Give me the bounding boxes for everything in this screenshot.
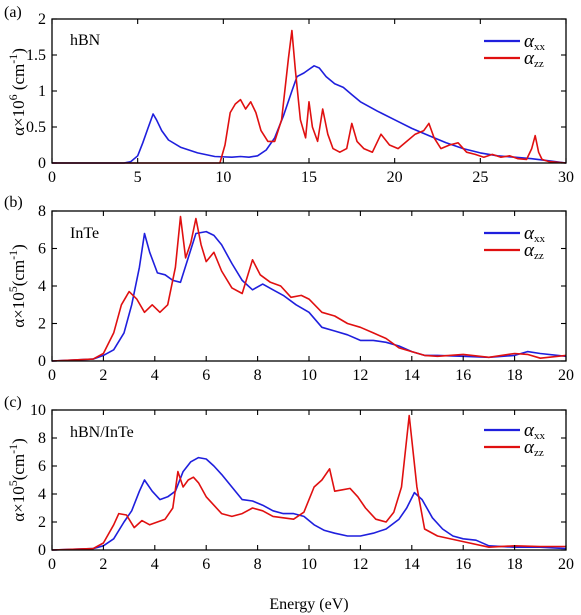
y-tick-label: 0 <box>38 155 46 172</box>
x-tick-label: 0 <box>48 367 56 384</box>
x-tick-label: 18 <box>507 367 523 384</box>
legend-label-zz: αzz <box>524 240 544 262</box>
x-tick-label: 6 <box>202 556 210 573</box>
y-tick-label: 8 <box>38 430 46 447</box>
x-tick-label: 30 <box>558 169 574 186</box>
x-tick-label: 10 <box>301 367 317 384</box>
series-line-zz <box>51 414 566 551</box>
x-tick-label: 0 <box>48 556 56 573</box>
x-tick-label: 8 <box>254 556 262 573</box>
y-tick-label: 1.5 <box>26 47 46 64</box>
y-tick-label: 0.5 <box>26 119 46 136</box>
panel-hbn: 0 5 10 15 20 25 30 0 0.5 1 1.5 2 (a) hBN α×106 (cm-1) α… <box>4 4 574 186</box>
x-tick-label: 20 <box>387 169 403 186</box>
x-tick-label: 5 <box>134 169 142 186</box>
y-tick-label: 0 <box>38 353 46 370</box>
legend-label-zz: αzz <box>524 437 544 459</box>
x-tick-label: 8 <box>254 367 262 384</box>
panel-inte: 0 2 4 6 8 10 12 14 16 18 20 0 2 4 6 8 (b) InTe α×105(cm-1)… <box>4 194 574 384</box>
y-tick-label: 0 <box>38 542 46 559</box>
y-tick-label: 2 <box>38 11 46 28</box>
legend-label-zz: αzz <box>524 48 544 70</box>
x-tick-label: 12 <box>352 367 368 384</box>
x-tick-label: 2 <box>99 367 107 384</box>
series-line-xx <box>52 65 567 164</box>
panel-label: (a) <box>4 4 22 21</box>
x-tick-label: 4 <box>151 367 159 384</box>
y-tick-label: 10 <box>30 402 46 419</box>
x-tick-label: 14 <box>404 367 420 384</box>
x-tick-label: 0 <box>48 169 56 186</box>
y-tick-label: 4 <box>38 278 46 295</box>
series-line-xx <box>51 456 567 551</box>
x-tick-label: 14 <box>404 556 420 573</box>
x-tick-label: 20 <box>558 367 574 384</box>
x-tick-label: 10 <box>215 169 231 186</box>
y-tick-label: 4 <box>38 486 46 503</box>
x-tick-label: 6 <box>202 367 210 384</box>
y-axis-label: α×105(cm-1) <box>6 244 28 328</box>
material-label: InTe <box>70 225 99 242</box>
y-tick-label: 8 <box>38 203 46 220</box>
series-line-zz <box>51 215 567 362</box>
panel-label: (b) <box>4 194 23 211</box>
y-tick-label: 1 <box>38 83 46 100</box>
y-tick-label: 6 <box>38 458 46 475</box>
y-axis-label: α×105(cm-1) <box>6 438 28 522</box>
series-line-zz <box>52 29 567 164</box>
legend-label-xx: αxx <box>524 420 545 442</box>
x-tick-label: 2 <box>99 556 107 573</box>
y-tick-label: 6 <box>38 241 46 258</box>
y-tick-label: 2 <box>38 316 46 333</box>
material-label: hBN <box>70 32 101 49</box>
x-tick-label: 15 <box>301 169 317 186</box>
y-axis-label: α×106 (cm-1) <box>6 48 28 136</box>
legend-label-xx: αxx <box>524 31 545 53</box>
panel-label: (c) <box>4 394 22 411</box>
x-tick-label: 4 <box>151 556 159 573</box>
x-tick-label: 16 <box>455 556 471 573</box>
x-tick-label: 16 <box>455 367 471 384</box>
x-tick-label: 10 <box>301 556 317 573</box>
panel-hbn-inte: 0 2 4 6 8 10 12 14 16 18 20 0 2 4 6 8 10 (c) hBN/InTe α×105… <box>4 394 574 573</box>
x-axis-label: Energy (eV) <box>269 596 348 613</box>
x-tick-label: 20 <box>558 556 574 573</box>
legend-label-xx: αxx <box>524 223 545 245</box>
material-label: hBN/InTe <box>70 424 134 441</box>
x-tick-label: 12 <box>352 556 368 573</box>
y-tick-label: 2 <box>38 514 46 531</box>
x-tick-label: 18 <box>507 556 523 573</box>
x-tick-label: 25 <box>472 169 488 186</box>
